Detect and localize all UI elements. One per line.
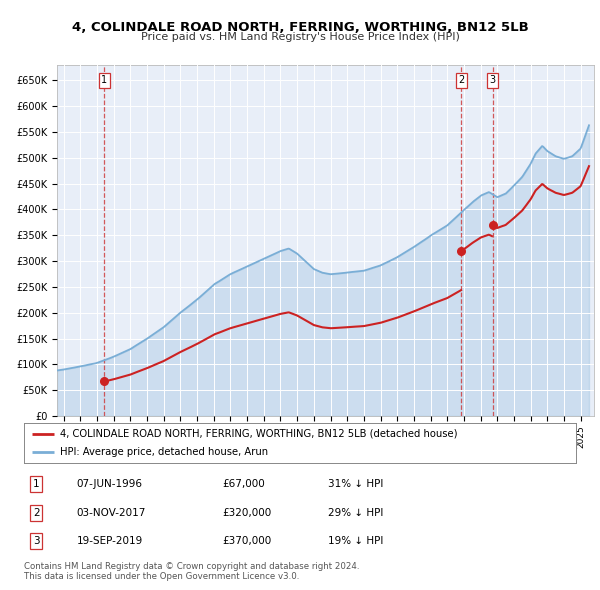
Text: 03-NOV-2017: 03-NOV-2017 bbox=[76, 508, 146, 517]
Text: 19-SEP-2019: 19-SEP-2019 bbox=[76, 536, 143, 546]
Text: Contains HM Land Registry data © Crown copyright and database right 2024.
This d: Contains HM Land Registry data © Crown c… bbox=[24, 562, 359, 581]
Text: 1: 1 bbox=[33, 479, 40, 489]
Text: 4, COLINDALE ROAD NORTH, FERRING, WORTHING, BN12 5LB: 4, COLINDALE ROAD NORTH, FERRING, WORTHI… bbox=[71, 21, 529, 34]
Text: £67,000: £67,000 bbox=[223, 479, 265, 489]
Text: £320,000: £320,000 bbox=[223, 508, 272, 517]
Text: 19% ↓ HPI: 19% ↓ HPI bbox=[328, 536, 383, 546]
Text: 31% ↓ HPI: 31% ↓ HPI bbox=[328, 479, 383, 489]
Text: HPI: Average price, detached house, Arun: HPI: Average price, detached house, Arun bbox=[60, 447, 268, 457]
Text: 4, COLINDALE ROAD NORTH, FERRING, WORTHING, BN12 5LB (detached house): 4, COLINDALE ROAD NORTH, FERRING, WORTHI… bbox=[60, 429, 457, 439]
Text: 07-JUN-1996: 07-JUN-1996 bbox=[76, 479, 142, 489]
Text: 1: 1 bbox=[101, 76, 107, 86]
Text: 2: 2 bbox=[33, 508, 40, 517]
Text: 2: 2 bbox=[458, 76, 464, 86]
Text: 3: 3 bbox=[490, 76, 496, 86]
Text: Price paid vs. HM Land Registry's House Price Index (HPI): Price paid vs. HM Land Registry's House … bbox=[140, 32, 460, 42]
Text: 3: 3 bbox=[33, 536, 40, 546]
Text: £370,000: £370,000 bbox=[223, 536, 272, 546]
Text: 29% ↓ HPI: 29% ↓ HPI bbox=[328, 508, 383, 517]
